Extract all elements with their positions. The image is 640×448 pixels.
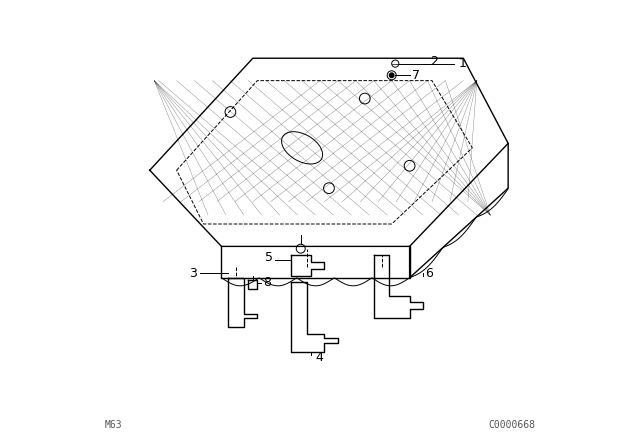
Text: 7: 7 bbox=[412, 69, 420, 82]
Text: 2: 2 bbox=[430, 55, 438, 69]
Text: 5: 5 bbox=[265, 251, 273, 264]
Text: 3: 3 bbox=[189, 267, 197, 280]
Text: C0000668: C0000668 bbox=[488, 420, 535, 430]
Text: 4: 4 bbox=[316, 351, 323, 364]
Text: 8: 8 bbox=[262, 276, 271, 289]
Text: 6: 6 bbox=[425, 267, 433, 280]
Circle shape bbox=[389, 73, 394, 78]
Text: M63: M63 bbox=[105, 420, 123, 430]
Text: 1: 1 bbox=[459, 57, 467, 70]
